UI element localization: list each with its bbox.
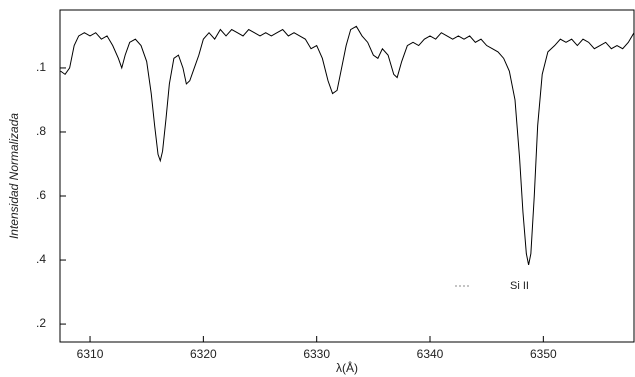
- plot-frame: [59, 9, 635, 343]
- spectrum-line: [60, 25, 635, 265]
- x-tick-label: 6330: [303, 347, 330, 361]
- y-tick-label: .8: [36, 124, 46, 138]
- x-tick-label: 6340: [417, 347, 444, 361]
- y-tick-label: .1: [36, 60, 46, 74]
- x-axis-label: λ(Å): [336, 360, 358, 375]
- x-tick-label: 6310: [77, 347, 104, 361]
- annotation: Si II: [510, 280, 529, 292]
- x-tick-label: 6320: [190, 347, 217, 361]
- x-tick-label: 6350: [530, 347, 557, 361]
- y-axis-label: Intensidad Normalizada: [7, 113, 21, 239]
- y-tick-label: .4: [36, 252, 46, 266]
- y-tick-label: .6: [36, 188, 46, 202]
- y-tick-label: .2: [36, 316, 46, 330]
